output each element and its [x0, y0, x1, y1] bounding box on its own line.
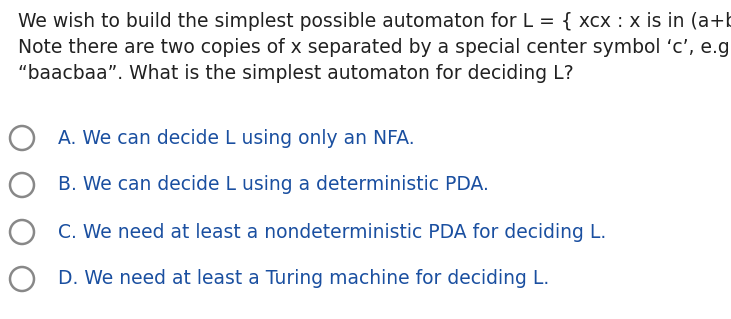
- Text: B. We can decide L using a deterministic PDA.: B. We can decide L using a deterministic…: [58, 175, 489, 195]
- Text: “baacbaa”. What is the simplest automaton for deciding L?: “baacbaa”. What is the simplest automato…: [18, 64, 574, 83]
- Text: D. We need at least a Turing machine for deciding L.: D. We need at least a Turing machine for…: [58, 270, 549, 288]
- Text: A. We can decide L using only an NFA.: A. We can decide L using only an NFA.: [58, 129, 414, 147]
- Text: C. We need at least a nondeterministic PDA for deciding L.: C. We need at least a nondeterministic P…: [58, 222, 606, 241]
- Text: We wish to build the simplest possible automaton for L = { xcx : x is in (a+b)⁻ : We wish to build the simplest possible a…: [18, 12, 731, 31]
- Text: Note there are two copies of x separated by a special center symbol ‘c’, e.g.,: Note there are two copies of x separated…: [18, 38, 731, 57]
